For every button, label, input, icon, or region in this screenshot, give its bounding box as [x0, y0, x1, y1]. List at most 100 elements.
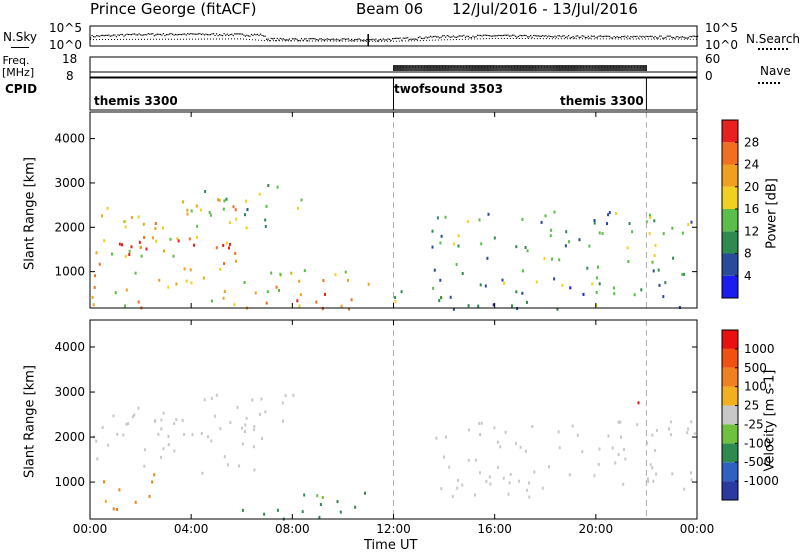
- noise-sky-point: [426, 37, 429, 39]
- noise-sky-point: [660, 35, 662, 37]
- power-cell: [303, 269, 306, 273]
- velocity-cell: [548, 465, 550, 469]
- beam-label: Beam 06: [356, 0, 424, 18]
- power-cell: [690, 220, 693, 224]
- cpid-segment-3: themis 3300: [560, 94, 644, 108]
- noise-sky-point: [602, 35, 605, 38]
- velocity-cell: [652, 479, 655, 483]
- noise-sky-point: [202, 33, 204, 35]
- noise-sky-point: [627, 35, 629, 37]
- noise-sky-point: [262, 35, 265, 37]
- noise-sky-point: [181, 34, 183, 36]
- velocity-cell: [236, 405, 239, 409]
- velocity-cell: [651, 466, 654, 470]
- velocity-cell: [435, 436, 438, 440]
- power-cell: [228, 246, 230, 250]
- power-cell: [350, 298, 353, 302]
- noise-sky-point: [624, 35, 626, 37]
- station-title: Prince George (fitACF): [90, 0, 257, 18]
- noise-sky-point: [167, 34, 169, 36]
- noise-sky-point: [184, 33, 186, 35]
- noise-sky-point: [375, 38, 377, 40]
- noise-sky-point: [156, 33, 158, 35]
- noise-sky-point: [320, 38, 322, 40]
- noise-sky-point: [551, 35, 553, 38]
- velocity-cell: [276, 508, 279, 512]
- noise-sky-point: [446, 34, 448, 37]
- noise-sky-point: [501, 35, 503, 37]
- velocity-cell: [215, 393, 218, 397]
- noise-sky-point: [282, 38, 284, 40]
- x-tick-label: 08:00: [275, 522, 310, 536]
- power-cell: [627, 260, 630, 263]
- velocity-cell: [480, 421, 483, 425]
- noise-sky-point: [652, 37, 655, 39]
- velocity-cell: [488, 475, 491, 479]
- velocity-cell: [336, 500, 339, 504]
- noise-sky-point: [502, 34, 504, 37]
- velocity-cell: [623, 448, 625, 451]
- noise-sky-point: [123, 35, 125, 37]
- velocity-cell: [282, 419, 284, 423]
- noise-sky-point: [395, 37, 397, 39]
- noise-sky-point: [124, 34, 127, 36]
- velocity-cell: [354, 505, 357, 509]
- noise-sky-point: [121, 33, 124, 36]
- noise-sky-point: [493, 35, 495, 37]
- velocity-cell: [238, 464, 241, 468]
- velocity-cell: [107, 443, 110, 447]
- power-cell: [172, 254, 175, 258]
- power-cell: [137, 300, 140, 304]
- noise-sky-point: [355, 38, 357, 41]
- noise-sky-point: [288, 38, 290, 40]
- velocity-cell: [148, 494, 151, 498]
- noise-sky-point: [513, 34, 515, 36]
- noise-sky-point: [648, 35, 650, 38]
- velocity-cell: [479, 433, 482, 437]
- noise-sky-point: [393, 37, 395, 40]
- noise-sky-point: [417, 36, 419, 39]
- power-cell: [265, 301, 268, 305]
- noise-tick-bottom-left: 10^0: [49, 38, 82, 52]
- power-cell: [244, 213, 246, 217]
- noise-sky-point: [244, 35, 246, 37]
- power-cell: [544, 214, 547, 218]
- noise-sky-point: [214, 34, 216, 37]
- x-tick-label: 20:00: [579, 522, 614, 536]
- noise-sky-point: [225, 34, 227, 36]
- power-cell: [467, 304, 470, 308]
- nave-series: [90, 66, 697, 73]
- noise-sky-point: [200, 33, 202, 36]
- noise-sky-point: [158, 33, 160, 35]
- noise-sky-point: [575, 35, 577, 37]
- noise-sky-point: [510, 35, 512, 37]
- nave-tick-bottom: 0: [705, 69, 713, 83]
- noise-sky-point: [558, 35, 561, 37]
- velocity-cell: [461, 483, 464, 487]
- noise-sky-point: [557, 35, 559, 37]
- velocity-cell: [219, 427, 222, 431]
- power-cell: [154, 222, 157, 225]
- power-cell: [296, 299, 299, 303]
- velocity-cell: [558, 446, 561, 450]
- power-cell: [223, 262, 225, 265]
- noise-sky-point: [159, 33, 162, 36]
- power-cell: [344, 270, 347, 274]
- velocity-cell: [624, 457, 627, 461]
- noise-sky-point: [489, 35, 491, 37]
- power-cell: [444, 215, 447, 219]
- velocity-ytick-label: 4000: [54, 340, 85, 354]
- velocity-cell: [478, 422, 481, 425]
- noise-sky-point: [452, 35, 454, 37]
- noise-sky-point: [296, 38, 298, 40]
- noise-sky-point: [578, 36, 580, 38]
- noise-sky-point: [563, 35, 565, 37]
- velocity-cell: [508, 481, 511, 485]
- power-cell: [210, 299, 213, 303]
- noise-sky-point: [170, 32, 172, 35]
- noise-sky-point: [130, 34, 133, 36]
- velocity-cell: [116, 508, 118, 511]
- velocity-colorbar-swatch: [722, 386, 738, 406]
- noise-sky-point: [454, 36, 456, 38]
- power-cell: [234, 251, 237, 255]
